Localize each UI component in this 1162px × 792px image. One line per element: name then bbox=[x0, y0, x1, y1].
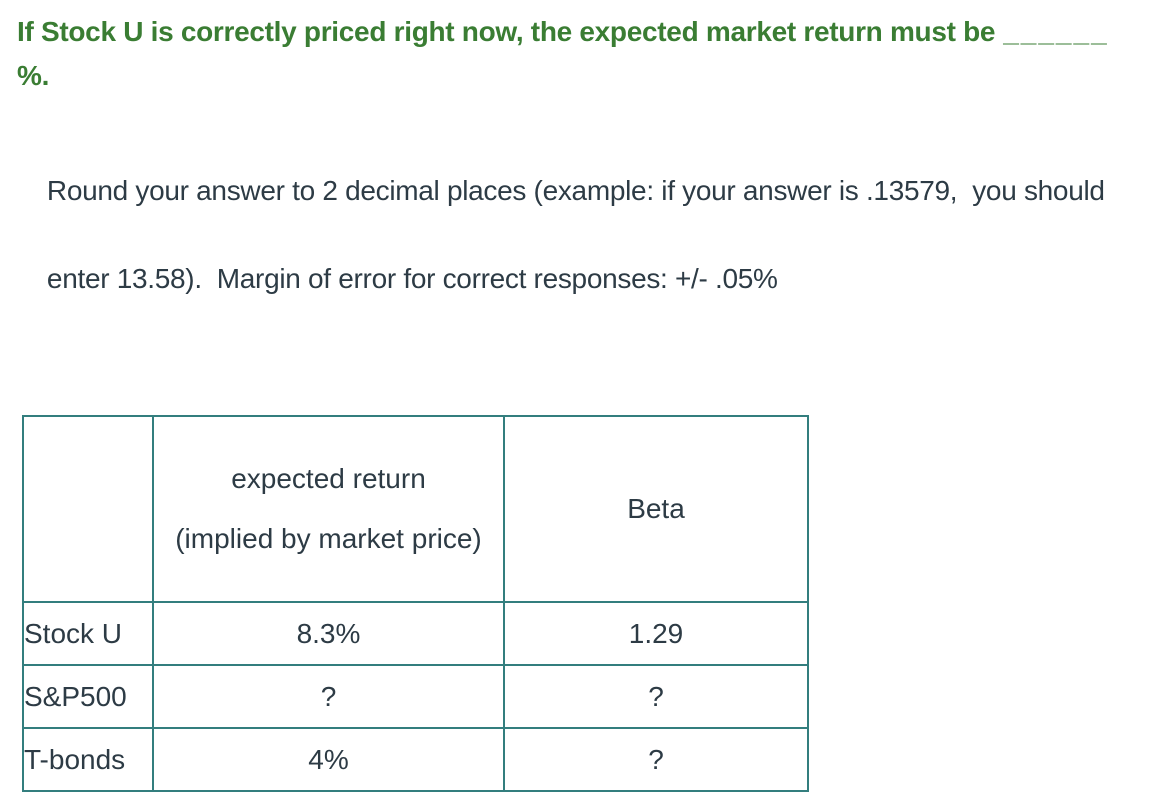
data-table: expected return (implied by market price… bbox=[22, 415, 809, 792]
page: { "question": { "heading_line1": "If Sto… bbox=[17, 16, 1107, 792]
question-instructions: Round your answer to 2 decimal places (e… bbox=[17, 125, 1162, 345]
table-header-row: expected return (implied by market price… bbox=[22, 415, 809, 603]
cell-stock-u-beta: 1.29 bbox=[503, 601, 809, 666]
header-cell-empty bbox=[22, 415, 154, 603]
question-heading-line1: If Stock U is correctly priced right now… bbox=[17, 16, 996, 47]
cell-sp500-beta: ? bbox=[503, 664, 809, 729]
instructions-line1: Round your answer to 2 decimal places (e… bbox=[46, 175, 1105, 206]
expected-return-header-line1: expected return bbox=[231, 463, 426, 494]
question-heading: If Stock U is correctly priced right now… bbox=[17, 10, 1162, 98]
answer-blank: ______ bbox=[1003, 16, 1109, 47]
table-row-stock-u: Stock U 8.3% 1.29 bbox=[22, 601, 809, 666]
table-row-tbonds: T-bonds 4% ? bbox=[22, 727, 809, 792]
table-row-sp500: S&P500 ? ? bbox=[22, 664, 809, 729]
header-cell-beta: Beta bbox=[503, 415, 809, 603]
row-label-sp500: S&P500 bbox=[22, 664, 154, 729]
question-heading-line2: %. bbox=[17, 60, 50, 91]
instructions-line2: enter 13.58). Margin of error for correc… bbox=[46, 263, 778, 294]
cell-sp500-expected-return: ? bbox=[152, 664, 505, 729]
header-cell-expected-return: expected return (implied by market price… bbox=[152, 415, 505, 603]
row-label-tbonds: T-bonds bbox=[22, 727, 154, 792]
row-label-stock-u: Stock U bbox=[22, 601, 154, 666]
cell-stock-u-expected-return: 8.3% bbox=[152, 601, 505, 666]
cell-tbonds-beta: ? bbox=[503, 727, 809, 792]
cell-tbonds-expected-return: 4% bbox=[152, 727, 505, 792]
expected-return-header-line2: (implied by market price) bbox=[175, 523, 482, 554]
